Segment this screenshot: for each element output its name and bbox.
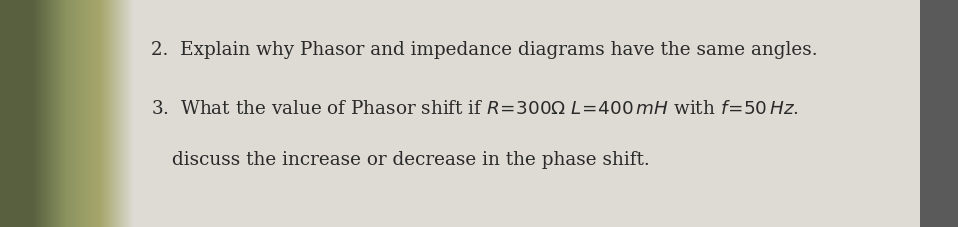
Text: discuss the increase or decrease in the phase shift.: discuss the increase or decrease in the …: [172, 150, 650, 168]
FancyBboxPatch shape: [0, 0, 132, 227]
FancyBboxPatch shape: [920, 0, 958, 227]
FancyBboxPatch shape: [132, 0, 958, 227]
Text: 2.  Explain why Phasor and impedance diagrams have the same angles.: 2. Explain why Phasor and impedance diag…: [151, 41, 818, 59]
Text: 3.  What the value of Phasor shift if $R\!=\!300\Omega\ L\!=\!400\,mH$ with $f\!: 3. What the value of Phasor shift if $R\…: [151, 100, 799, 118]
